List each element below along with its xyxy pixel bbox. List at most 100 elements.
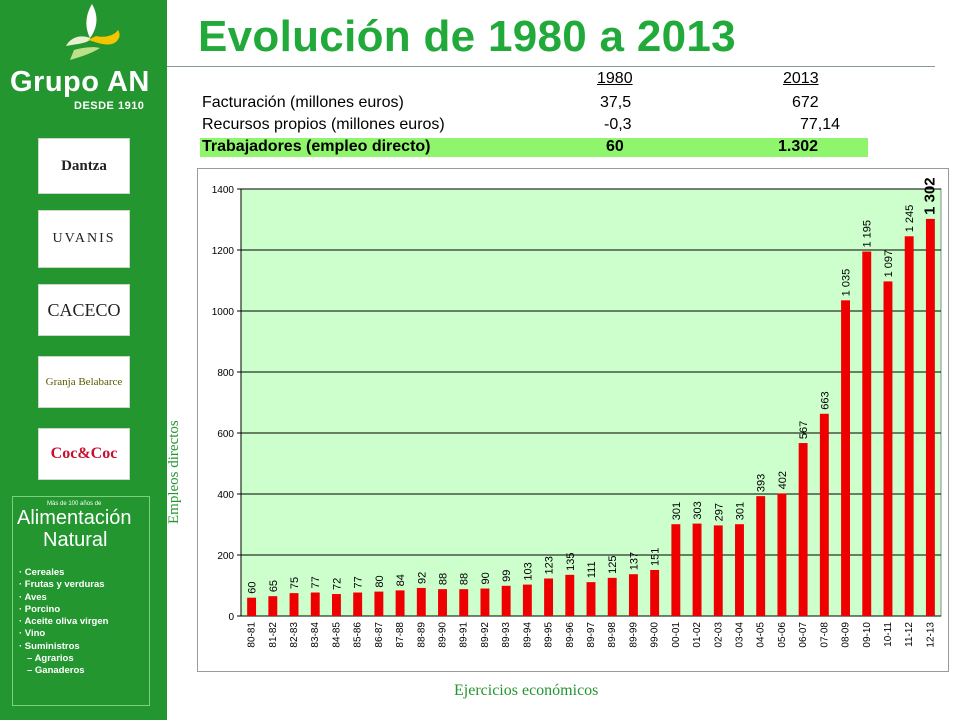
data-label: 72 <box>331 578 343 590</box>
bar <box>353 592 363 616</box>
data-label: 90 <box>480 572 492 584</box>
brand-cococ-label: Coc&Coc <box>50 445 118 462</box>
brand-belabarce-label: Granja Belabarce <box>45 376 123 388</box>
x-tick-label: 02-03 <box>713 622 724 648</box>
brand-dantza[interactable]: Dantza <box>38 138 130 194</box>
bar <box>459 589 469 616</box>
data-label: 1 035 <box>841 269 853 297</box>
data-label: 301 <box>734 502 746 520</box>
x-tick-label: 09-10 <box>862 622 873 648</box>
data-label: 135 <box>565 552 577 570</box>
data-label: 301 <box>671 502 683 520</box>
x-tick-label: 08-09 <box>841 622 852 648</box>
brand-caceco-label: CACECO <box>47 299 121 320</box>
x-tick-label: 06-07 <box>798 622 809 648</box>
bar <box>586 582 596 616</box>
x-tick-label: 11-12 <box>904 622 915 647</box>
brand-logo: Grupo AN DESDE 1910 <box>0 0 167 120</box>
x-tick-label: 05-06 <box>777 622 788 648</box>
row-label: Trabajadores (empleo directo) <box>202 138 431 155</box>
row-value-2013: 77,14 <box>800 116 841 133</box>
data-label: 402 <box>777 471 789 489</box>
bar <box>374 591 384 616</box>
product-item: · Frutas y verduras <box>19 579 105 591</box>
product-item: – Ganaderos <box>27 665 85 677</box>
product-item: · Vino <box>19 628 46 640</box>
data-label: 297 <box>713 503 725 521</box>
bar <box>480 588 490 616</box>
bar <box>650 569 660 616</box>
brand-uvanis-label: UVANIS <box>52 231 116 246</box>
bar <box>692 523 702 616</box>
table-header-row: 1980 2013 <box>200 70 868 89</box>
bar <box>310 592 320 616</box>
x-tick-label: 81-82 <box>268 622 279 648</box>
y-tick-label: 600 <box>217 429 234 440</box>
x-tick-label: 82-83 <box>289 622 300 648</box>
x-tick-label: 89-93 <box>501 622 512 648</box>
bar <box>925 218 935 616</box>
bar <box>777 493 787 616</box>
y-tick-label: 0 <box>228 612 234 623</box>
x-tick-label: 01-02 <box>692 622 703 648</box>
x-tick-label: 03-04 <box>734 622 745 648</box>
row-value-2013: 1.302 <box>778 138 819 155</box>
bar <box>756 496 766 616</box>
data-label: 103 <box>522 562 534 580</box>
data-label: 88 <box>459 573 471 585</box>
alimentacion-panel: Más de 100 años de Alimentación Natural … <box>12 496 150 706</box>
product-item: · Suministros <box>19 640 80 652</box>
x-tick-label: 89-92 <box>480 622 491 648</box>
bar <box>395 590 405 616</box>
data-label: 125 <box>607 556 619 574</box>
col-1980: 1980 <box>597 70 633 87</box>
x-tick-label: 10-11 <box>883 622 894 647</box>
brand-caceco[interactable]: CACECO <box>38 284 130 336</box>
bar <box>416 587 426 616</box>
product-item: – Agrarios <box>27 653 74 665</box>
table-row: Recursos propios (millones euros) -0,3 7… <box>200 116 868 135</box>
x-tick-label: 84-85 <box>331 622 342 648</box>
brand-cococ[interactable]: Coc&Coc <box>38 428 130 480</box>
x-tick-label: 83-84 <box>310 622 321 648</box>
x-tick-label: 86-87 <box>374 622 385 648</box>
data-label: 1 195 <box>862 220 874 248</box>
x-tick-label: 89-98 <box>607 622 618 648</box>
brand-uvanis[interactable]: UVANIS <box>38 210 130 268</box>
row-value-1980: -0,3 <box>604 116 632 133</box>
x-tick-label: 89-95 <box>544 622 555 648</box>
x-tick-label: 89-96 <box>565 622 576 648</box>
data-label: 88 <box>438 573 450 585</box>
alimentacion-subtitle: Natural <box>43 529 108 551</box>
y-tick-label: 1400 <box>212 185 235 196</box>
x-tick-label: 00-01 <box>671 622 682 648</box>
brand-dantza-label: Dantza <box>61 157 107 174</box>
x-tick-label: 89-97 <box>586 622 597 648</box>
bar <box>904 236 914 616</box>
bar <box>247 597 257 616</box>
data-label: 60 <box>247 581 259 593</box>
bar <box>883 281 893 616</box>
brand-belabarce[interactable]: Granja Belabarce <box>38 356 130 408</box>
data-label: 1 097 <box>883 250 895 278</box>
x-tick-label: 04-05 <box>756 622 767 648</box>
x-tick-label: 99-00 <box>650 622 661 648</box>
bar <box>544 578 554 616</box>
row-value-1980: 37,5 <box>600 94 632 111</box>
plot-area <box>240 188 942 617</box>
x-tick-label: 07-08 <box>819 622 830 648</box>
bar <box>289 593 299 616</box>
x-tick-label: 87-88 <box>395 622 406 648</box>
col-2013: 2013 <box>783 70 819 87</box>
product-item: · Aves <box>19 591 47 603</box>
bar <box>522 584 532 616</box>
bar <box>713 525 723 616</box>
data-label: 393 <box>756 474 768 492</box>
bar <box>607 577 617 616</box>
product-item: · Porcino <box>19 603 61 615</box>
bar <box>735 524 744 616</box>
bar <box>862 251 872 616</box>
data-label: 1 245 <box>904 205 916 233</box>
data-label: 663 <box>819 391 831 409</box>
x-tick-label: 85-86 <box>353 622 364 648</box>
